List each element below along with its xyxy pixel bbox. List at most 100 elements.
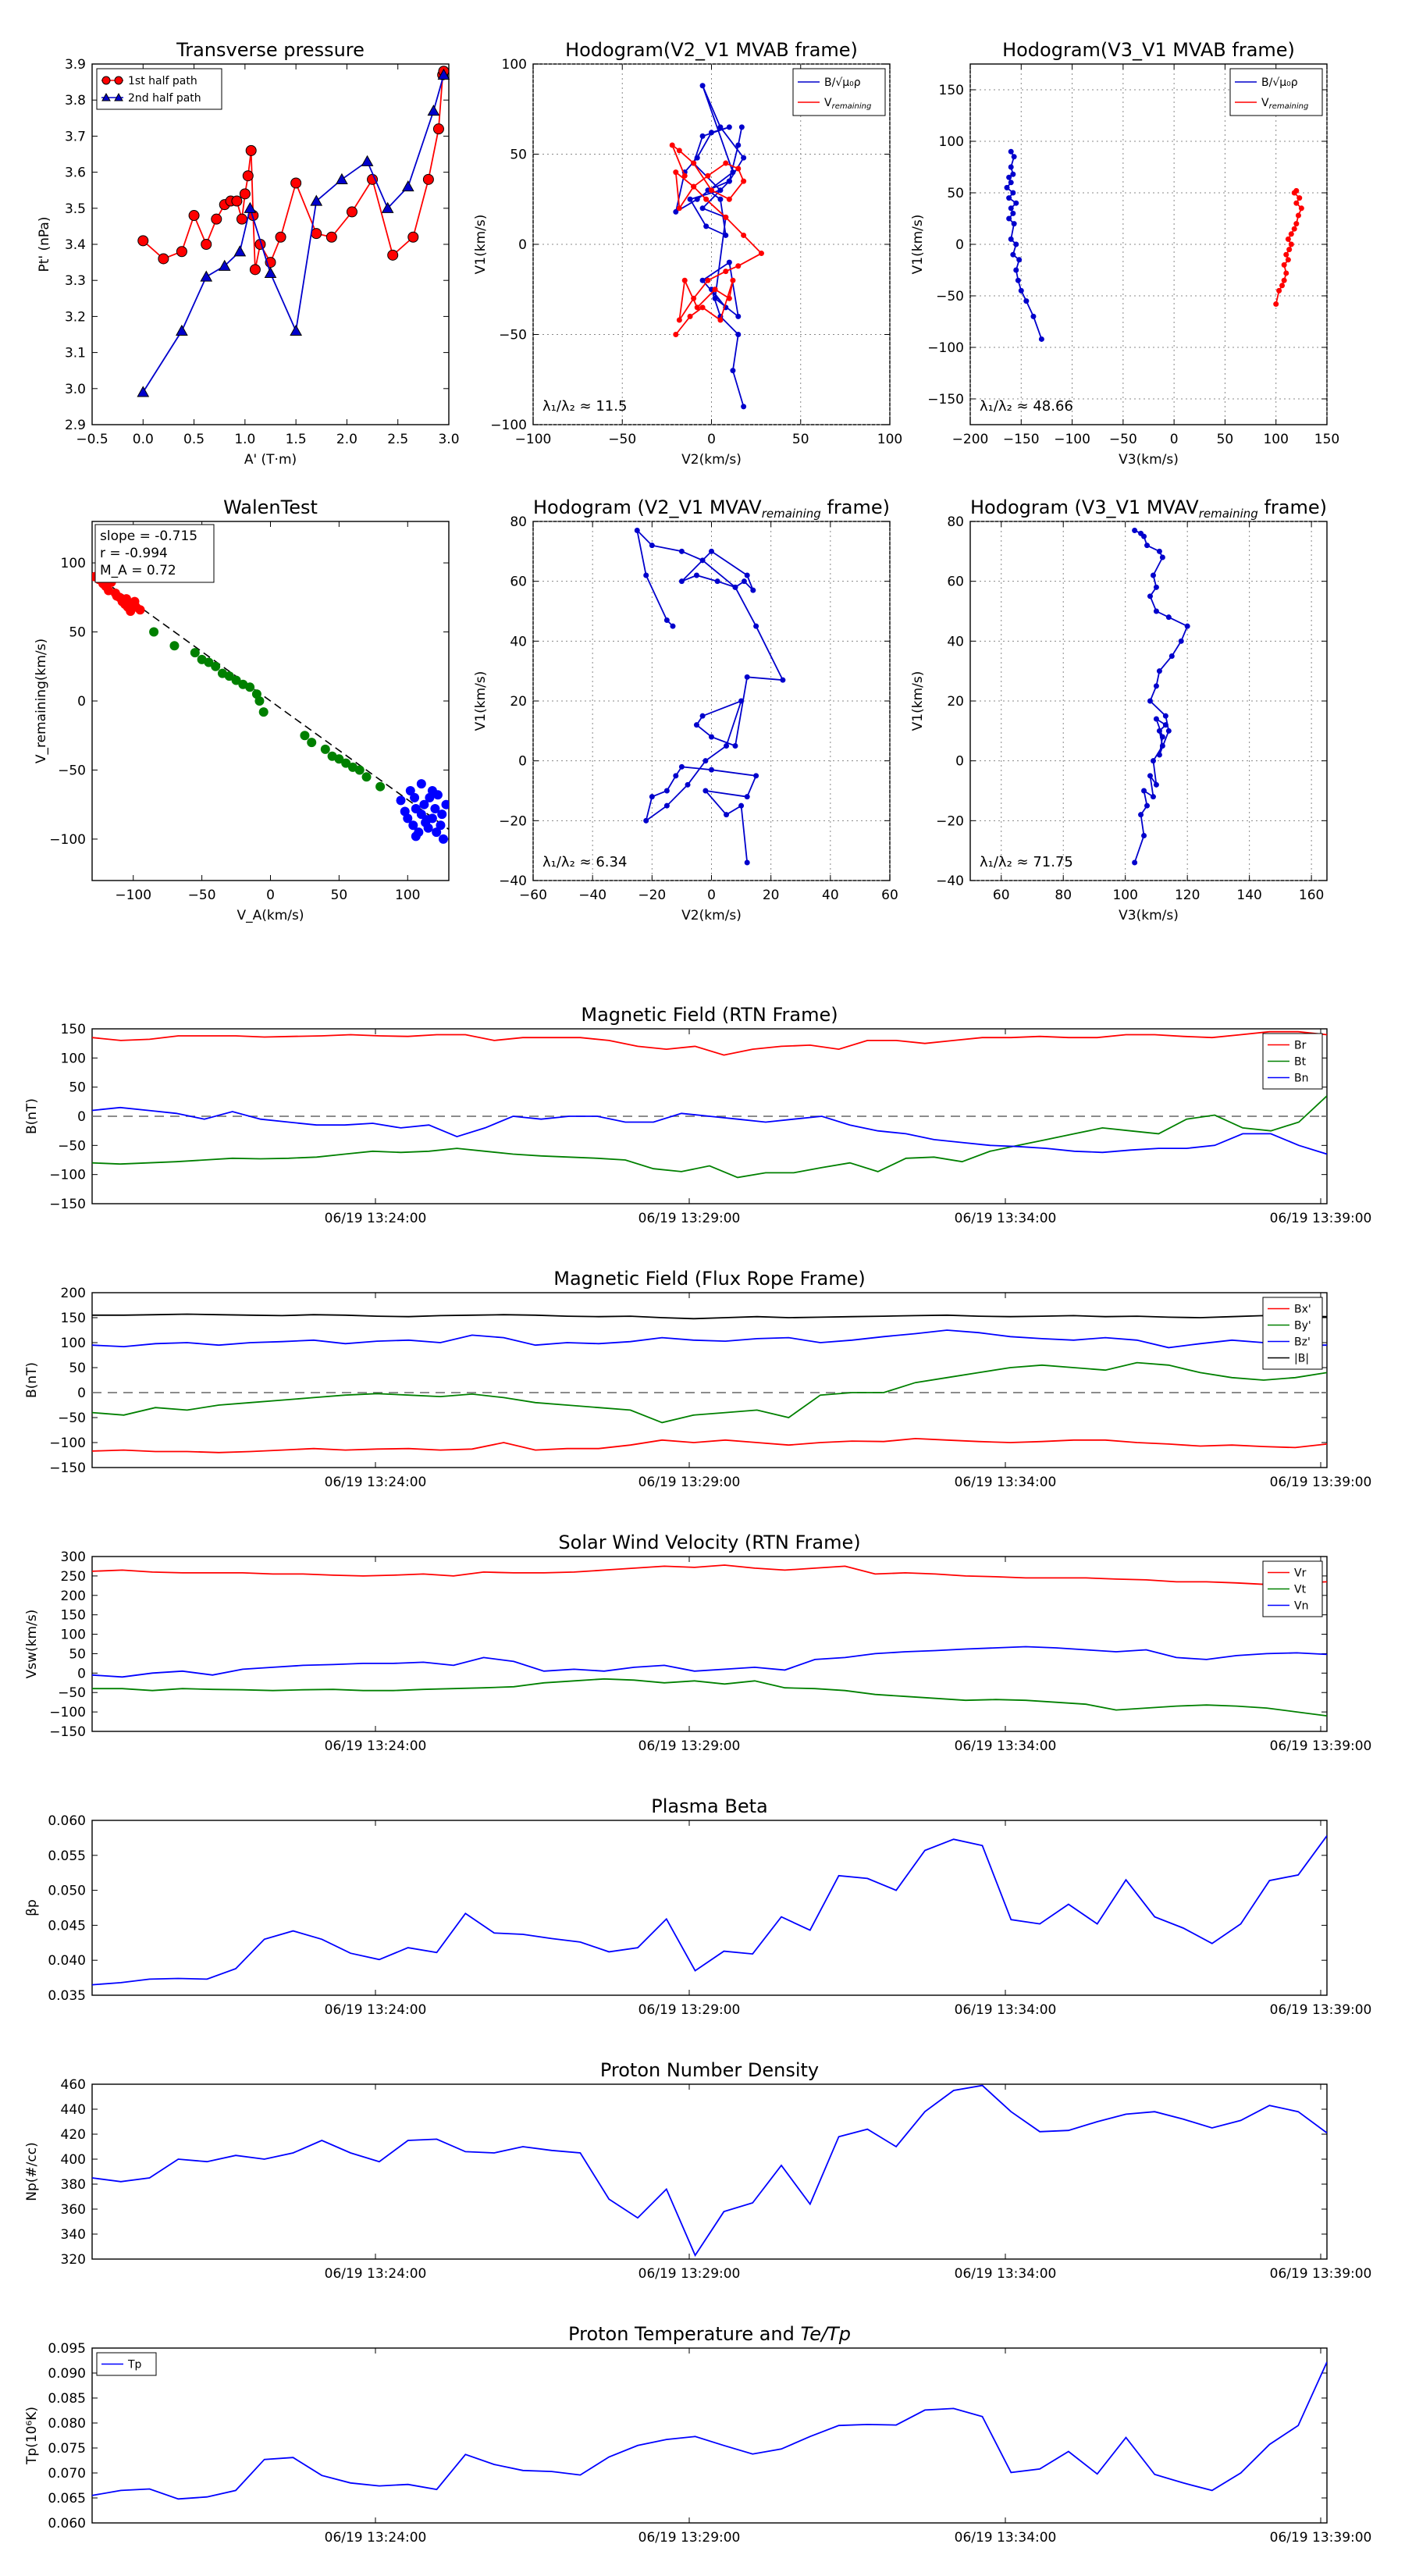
data-point-middle xyxy=(149,627,159,637)
data-point-1 xyxy=(1156,728,1162,734)
data-point-1 xyxy=(1015,277,1021,283)
data-point-last xyxy=(403,813,413,824)
data-point-2 xyxy=(681,173,688,179)
chart-hodogram_v3v1_mvav: Hodogram (V3_V1 MVAVremaining frame) 60 80… xyxy=(910,496,1328,923)
data-point-last xyxy=(410,792,420,802)
y-tick-label: 100 xyxy=(939,134,964,150)
data-point-1 xyxy=(1008,205,1014,212)
plot-frame xyxy=(91,2347,1328,2524)
data-point-2 xyxy=(726,295,732,301)
data-point-2 xyxy=(176,324,188,336)
y-tick-label: 300 xyxy=(61,1550,86,1565)
legend-label: Bt xyxy=(1294,1056,1307,1069)
data-point-2 xyxy=(437,68,450,80)
x-tick-label: −50 xyxy=(1109,432,1137,447)
data-point-1 xyxy=(1147,593,1153,600)
x-axis-label: V3(km/s) xyxy=(1119,908,1179,923)
legend-label: Bn xyxy=(1294,1073,1308,1085)
stat-line: slope = -0.715 xyxy=(100,528,197,544)
y-axis-label: V1(km/s) xyxy=(473,215,489,275)
data-point-2 xyxy=(361,155,374,166)
data-point-1 xyxy=(1153,781,1159,788)
data-point-2 xyxy=(218,259,231,271)
x-tick-label: 20 xyxy=(763,888,780,903)
data-point-1 xyxy=(694,196,700,202)
data-point-1 xyxy=(717,187,724,194)
y-axis-label: B(nT) xyxy=(24,1098,40,1134)
series-line-1 xyxy=(674,85,745,407)
data-point-2 xyxy=(705,173,711,179)
y-axis-label: Tp(10⁶K) xyxy=(24,2407,40,2465)
data-point-1 xyxy=(407,231,419,243)
data-point-1 xyxy=(387,249,399,261)
x-tick-label: 50 xyxy=(331,888,348,903)
data-point-1 xyxy=(750,587,756,593)
data-point-2 xyxy=(1295,212,1301,219)
series-line-1 xyxy=(1005,151,1043,340)
data-point-1 xyxy=(1023,298,1030,304)
y-tick-label: −100 xyxy=(49,1168,86,1183)
data-point-2 xyxy=(676,205,682,212)
y-tick-label: 0.060 xyxy=(48,1813,86,1829)
x-tick-label: 100 xyxy=(1263,432,1288,447)
data-point-1 xyxy=(1153,716,1159,722)
data-point-1 xyxy=(702,758,709,764)
data-point-1 xyxy=(741,578,747,585)
y-tick-label: 0 xyxy=(518,237,527,253)
data-point-1 xyxy=(188,210,200,222)
data-point-2 xyxy=(1288,231,1294,237)
data-point-middle xyxy=(341,758,351,768)
data-point-2 xyxy=(676,148,682,154)
legend-label: Vt xyxy=(1294,1584,1307,1596)
x-tick-label: −0.5 xyxy=(76,432,108,447)
data-point-2 xyxy=(730,277,736,283)
y-tick-label: 150 xyxy=(61,1311,86,1326)
data-point-1 xyxy=(663,617,670,623)
data-point-1 xyxy=(1008,236,1014,242)
data-point-middle xyxy=(254,696,265,706)
x-tick-label: 2.5 xyxy=(387,432,408,447)
x-tick-label: 06/19 13:39:00 xyxy=(1270,1475,1372,1490)
y-tick-label: 20 xyxy=(947,694,964,710)
y-tick-label: 200 xyxy=(61,1589,86,1604)
y-tick-label: 100 xyxy=(61,1628,86,1643)
data-point-2 xyxy=(1273,301,1279,308)
series-line-Vn xyxy=(92,1646,1327,1678)
data-point-2 xyxy=(723,214,729,220)
data-point-2 xyxy=(673,169,679,176)
data-point-1 xyxy=(732,584,738,590)
y-tick-label: 0.090 xyxy=(48,2366,86,2382)
data-point-1 xyxy=(137,235,149,247)
data-point-1 xyxy=(649,543,655,549)
x-tick-label: 06/19 13:39:00 xyxy=(1270,2530,1372,2546)
data-point-1 xyxy=(1153,584,1159,590)
y-tick-label: 250 xyxy=(61,1569,86,1585)
y-tick-label: 400 xyxy=(61,2152,86,2168)
legend-marker xyxy=(101,92,111,101)
x-axis-label: V_A(km/s) xyxy=(237,908,304,923)
data-point-1 xyxy=(1138,530,1144,536)
data-point-1 xyxy=(211,213,222,225)
data-point-middle xyxy=(334,754,344,764)
data-point-2 xyxy=(741,178,747,184)
data-point-2 xyxy=(137,386,150,397)
x-tick-label: −20 xyxy=(638,888,666,903)
y-tick-label: 20 xyxy=(510,694,527,710)
y-tick-label: 150 xyxy=(61,1608,86,1624)
data-point-2 xyxy=(244,201,257,213)
y-tick-label: 0.075 xyxy=(48,2441,86,2457)
data-point-1 xyxy=(744,572,750,578)
data-point-1 xyxy=(643,572,649,578)
y-tick-label: 380 xyxy=(61,2177,86,2193)
data-point-middle xyxy=(300,731,310,741)
plot-title: Magnetic Field (Flux Rope Frame) xyxy=(553,1268,865,1290)
chart-proton_density: Proton Number Density 320 340 360 380 400 420 4… xyxy=(24,2059,1371,2282)
plot-title: Hodogram(V3_V1 MVAB frame) xyxy=(1002,39,1295,61)
data-point-1 xyxy=(1013,267,1019,273)
plot-title: WalenTest xyxy=(223,496,318,518)
legend-label: By' xyxy=(1294,1320,1311,1332)
legend-box xyxy=(792,68,886,116)
x-tick-label: 06/19 13:34:00 xyxy=(955,2530,1057,2546)
data-point-1 xyxy=(346,206,357,218)
